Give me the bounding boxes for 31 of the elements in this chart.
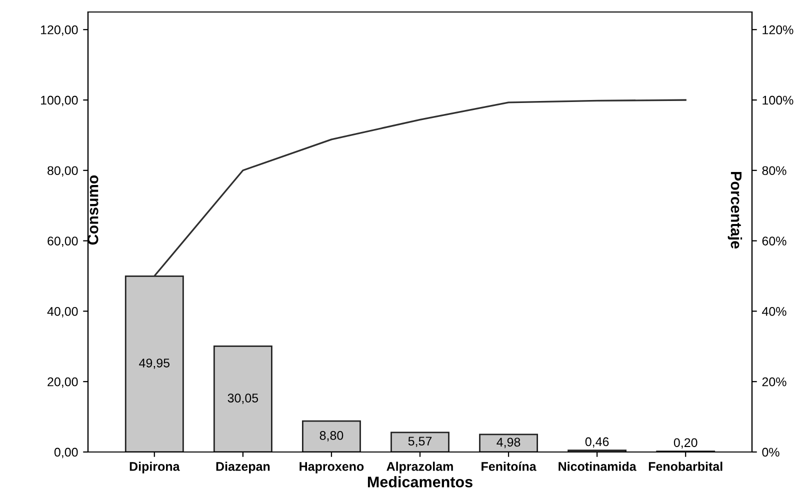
y2-tick-label: 40% [762, 307, 786, 316]
y2-tick-label: 60% [762, 236, 786, 246]
data-label: 8,80 [320, 431, 344, 442]
y-tick-label: 40,00 [47, 307, 78, 318]
y-tick-label: 0,00 [54, 448, 78, 458]
data-label: 49,95 [139, 358, 170, 369]
y2-tick-label: 100% [762, 96, 794, 105]
y2-tick-label: 20% [762, 377, 786, 386]
x-axis-title: Medicamentos [368, 476, 472, 488]
y2-tick-label: 80% [762, 166, 786, 176]
y-tick-label: 20,00 [48, 377, 78, 388]
y2-tick-label: 0% [762, 448, 780, 457]
x-tick-label: Diazepan [216, 462, 270, 474]
y2-axis-title: Porcentaje [728, 172, 742, 249]
data-label: 0,20 [674, 438, 698, 449]
y-tick-label: 120,00 [41, 25, 78, 36]
x-tick-label: Alprazolam [386, 462, 453, 474]
y-tick-label: 80,00 [48, 166, 78, 177]
data-label: 5,57 [408, 436, 432, 448]
y2-tick-label: 120% [762, 25, 794, 34]
x-tick-label: Dipirona [130, 462, 180, 474]
data-label: 4,98 [496, 438, 520, 448]
data-label: 0,46 [585, 437, 609, 448]
x-tick-label: Fenobarbital [648, 462, 722, 471]
y-axis-title: Consumo [87, 175, 98, 245]
x-tick-label: Haproxeno [300, 462, 364, 474]
y-tick-label: 100,00 [41, 96, 78, 106]
x-tick-label: Nicotinamida [558, 462, 636, 471]
y-tick-label: 60,00 [48, 236, 78, 247]
data-label: 30,05 [228, 394, 258, 404]
x-tick-label: Fenitoína [482, 462, 536, 471]
